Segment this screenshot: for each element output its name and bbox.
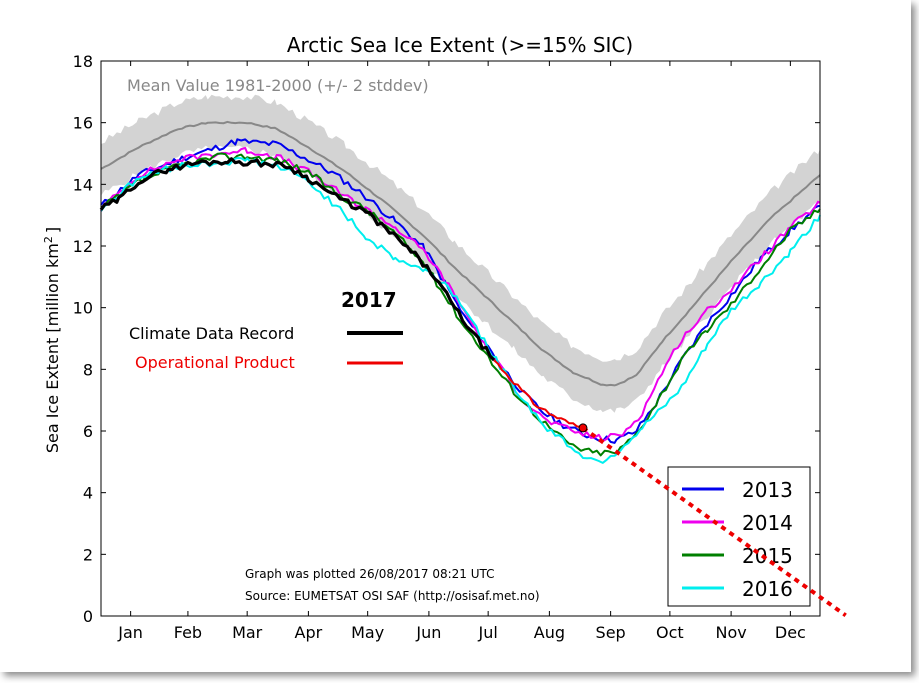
cdr-2017-line xyxy=(99,157,496,362)
x-axis-ticks: Jan Feb Mar Apr May Jun Jul Aug Sep Oct Nov Dec xyxy=(117,61,806,642)
y-axis-label: Sea Ice Extent [million km2] xyxy=(42,227,62,453)
legend-label-2014: 2014 xyxy=(742,511,793,535)
legend-label-2016: 2016 xyxy=(742,577,793,601)
x-tick-label-jul: Jul xyxy=(477,623,497,642)
y-axis-label-end: ] xyxy=(43,227,62,233)
series-legend: 2013 2014 2015 2016 xyxy=(667,466,811,607)
plot-area xyxy=(99,94,821,464)
y-tick-label: 10 xyxy=(73,299,93,318)
record-2017-legend: 2017 Climate Data Record Operational Pro… xyxy=(129,288,403,372)
x-tick-label-dec: Dec xyxy=(775,623,806,642)
y-tick-label: 6 xyxy=(83,422,93,441)
y-tick-label: 2 xyxy=(83,545,93,564)
x-tick-label-oct: Oct xyxy=(656,623,684,642)
legend-cdr-label: Climate Data Record xyxy=(129,324,294,343)
mean-line xyxy=(100,120,821,387)
y-tick-label: 16 xyxy=(73,114,93,133)
stddev-band xyxy=(101,94,820,413)
x-tick-label-may: May xyxy=(351,623,384,642)
legend-op-label: Operational Product xyxy=(135,353,295,372)
x-tick-label-mar: Mar xyxy=(232,623,263,642)
x-tick-label-jan: Jan xyxy=(117,623,143,642)
x-tick-label-apr: Apr xyxy=(295,623,323,642)
source-annotation: Source: EUMETSAT OSI SAF (http://osisaf.… xyxy=(245,589,540,603)
plot-border xyxy=(100,60,821,617)
x-tick-label-aug: Aug xyxy=(534,623,565,642)
x-tick-label-jun: Jun xyxy=(415,623,441,642)
x-tick-label-sep: Sep xyxy=(596,623,626,642)
y-axis-ticks: 0 2 4 6 8 10 12 14 16 18 xyxy=(73,52,820,626)
y-axis-label-main: Sea Ice Extent [million km xyxy=(43,243,62,453)
trend-line xyxy=(581,426,847,617)
y-axis-label-sup: 2 xyxy=(42,236,55,243)
x-tick-label-feb: Feb xyxy=(174,623,202,642)
last-point-marker xyxy=(578,423,588,433)
y-tick-label: 12 xyxy=(73,237,93,256)
operational-2017-line xyxy=(493,359,584,429)
series-line-2013 xyxy=(100,138,821,444)
legend-2017-year: 2017 xyxy=(341,288,397,312)
mean-value-label: Mean Value 1981-2000 (+/- 2 stddev) xyxy=(127,76,429,95)
plotted-annotation: Graph was plotted 26/08/2017 08:21 UTC xyxy=(245,567,495,581)
mean-stddev-band xyxy=(101,94,820,413)
y-tick-label: 18 xyxy=(73,52,93,71)
trend-projection xyxy=(578,423,847,617)
chart-title: Arctic Sea Ice Extent (>=15% SIC) xyxy=(287,33,633,57)
y-tick-label: 4 xyxy=(83,484,93,503)
legend-label-2015: 2015 xyxy=(742,544,793,568)
legend-label-2013: 2013 xyxy=(742,478,793,502)
y-tick-label: 14 xyxy=(73,175,93,194)
series-lines xyxy=(99,120,821,464)
x-tick-label-nov: Nov xyxy=(715,623,746,642)
y-tick-label: 8 xyxy=(83,360,93,379)
y-tick-label: 0 xyxy=(83,607,93,626)
series-line-2015 xyxy=(100,152,821,457)
